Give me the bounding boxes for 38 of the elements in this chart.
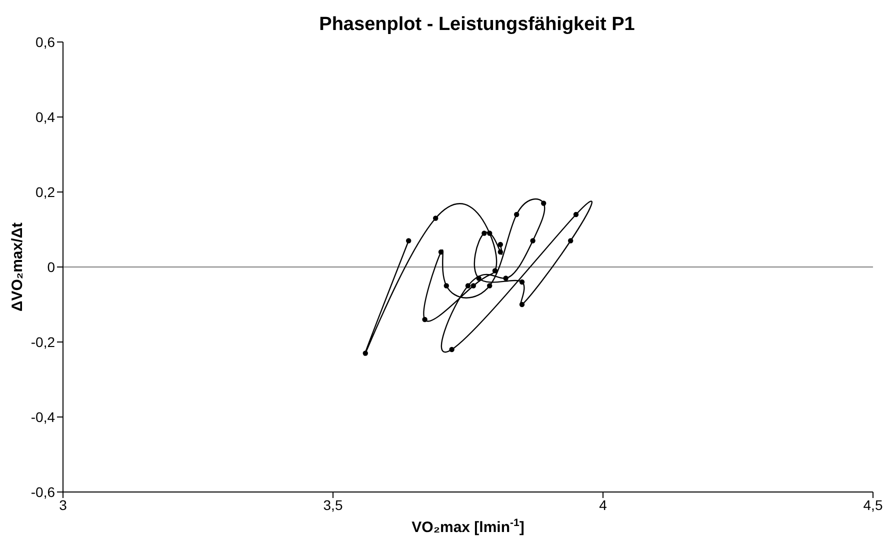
point: [406, 238, 412, 244]
point: [465, 283, 471, 288]
point: [503, 276, 508, 281]
point: [568, 238, 574, 244]
y-tick-label: 0: [47, 259, 56, 275]
point: [519, 279, 525, 285]
point: [438, 249, 444, 255]
point: [530, 238, 536, 244]
x-tick-label: 4: [599, 496, 608, 513]
point: [422, 316, 428, 322]
point: [498, 249, 503, 255]
y-tick-label: -0,2: [30, 334, 56, 350]
point: [362, 350, 368, 356]
point: [573, 212, 579, 218]
point: [498, 242, 503, 248]
point: [433, 216, 438, 221]
point: [482, 230, 487, 236]
point: [476, 276, 482, 281]
y-tick-label: 0,2: [36, 184, 56, 200]
point: [487, 230, 492, 236]
point: [444, 283, 449, 288]
point: [487, 283, 492, 288]
y-tick-label: -0,4: [30, 409, 56, 425]
y-tick-label: 0,4: [36, 109, 56, 125]
y-tick-label: 0,6: [36, 34, 56, 50]
point: [449, 346, 454, 352]
x-axis-title: VO₂max [lmin$^{-1}$]: [412, 517, 524, 536]
point: [470, 283, 476, 288]
point: [514, 212, 520, 218]
y-tick-label: -0,6: [30, 484, 56, 500]
y-axis-title: ΔVO₂max/Δt: [9, 222, 26, 312]
point: [541, 200, 546, 206]
chart-title: Phasenplot - Leistungsfähigkeit P1: [319, 14, 635, 35]
x-tick-label: 3: [59, 496, 68, 513]
point: [492, 268, 498, 274]
point: [519, 302, 525, 308]
x-tick-label: 3,5: [323, 496, 343, 513]
x-tick-label: 4,5: [863, 496, 883, 513]
